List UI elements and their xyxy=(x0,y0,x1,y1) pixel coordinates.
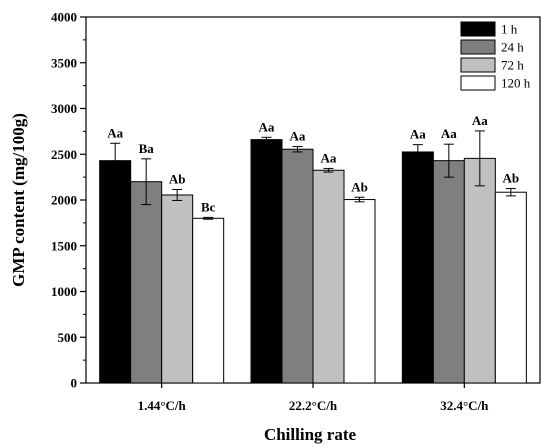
x-axis-title: Chilling rate xyxy=(264,425,357,444)
bar-label: Aa xyxy=(107,125,123,140)
legend-swatch xyxy=(460,75,496,91)
bar xyxy=(192,217,225,384)
y-tick-label: 3000 xyxy=(51,101,77,116)
bar-label: Aa xyxy=(259,119,275,134)
bar xyxy=(161,194,194,384)
bar-label: Aa xyxy=(290,128,306,143)
y-tick-label: 1000 xyxy=(51,284,77,299)
bar xyxy=(250,139,283,384)
legend-label: 24 h xyxy=(501,40,524,55)
bar xyxy=(130,181,163,384)
bar xyxy=(281,148,314,384)
y-tick-label: 4000 xyxy=(51,10,77,25)
legend-swatch xyxy=(460,57,496,73)
bar xyxy=(432,160,465,384)
bar-label: Aa xyxy=(410,127,426,142)
bar xyxy=(401,151,434,384)
y-tick-label: 1500 xyxy=(51,238,77,253)
y-tick-label: 2500 xyxy=(51,147,77,162)
bar xyxy=(463,157,496,384)
y-tick-label: 0 xyxy=(71,376,78,391)
y-tick-label: 3500 xyxy=(51,55,77,70)
y-axis-title: GMP content (mg/100g) xyxy=(9,113,28,287)
bar-label: Ba xyxy=(139,141,155,156)
bar-label: Aa xyxy=(321,150,337,165)
legend-label: 72 h xyxy=(501,58,524,73)
bar xyxy=(99,160,132,384)
axes: 0 500 1000 1500 2000 2500 3000 3500 4000 1.44°C/h… xyxy=(51,10,541,413)
bar-label: Bc xyxy=(201,199,216,214)
x-tick-label: 22.2°C/h xyxy=(289,398,338,413)
bar-label: Aa xyxy=(472,113,488,128)
legend-swatch xyxy=(460,21,496,37)
y-tick-label: 500 xyxy=(58,330,78,345)
bar-label: Aa xyxy=(441,126,457,141)
y-tick-label: 2000 xyxy=(51,193,77,208)
x-tick-label: 1.44°C/h xyxy=(138,398,187,413)
bar-label: Ab xyxy=(169,171,186,186)
legend-swatch xyxy=(460,39,496,55)
bar xyxy=(312,169,345,384)
legend-label: 1 h xyxy=(501,22,518,37)
bar xyxy=(343,199,376,384)
x-tick-label: 32.4°C/h xyxy=(440,398,489,413)
bar xyxy=(494,191,527,384)
bars: Aa Ba Ab Bc Aa Aa Aa Ab Aa Aa Aa Ab xyxy=(99,113,527,384)
legend: 1 h 24 h 72 h 120 h xyxy=(460,21,531,91)
bar-label: Ab xyxy=(351,179,368,194)
bar-label: Ab xyxy=(503,171,520,186)
legend-label: 120 h xyxy=(501,76,531,91)
